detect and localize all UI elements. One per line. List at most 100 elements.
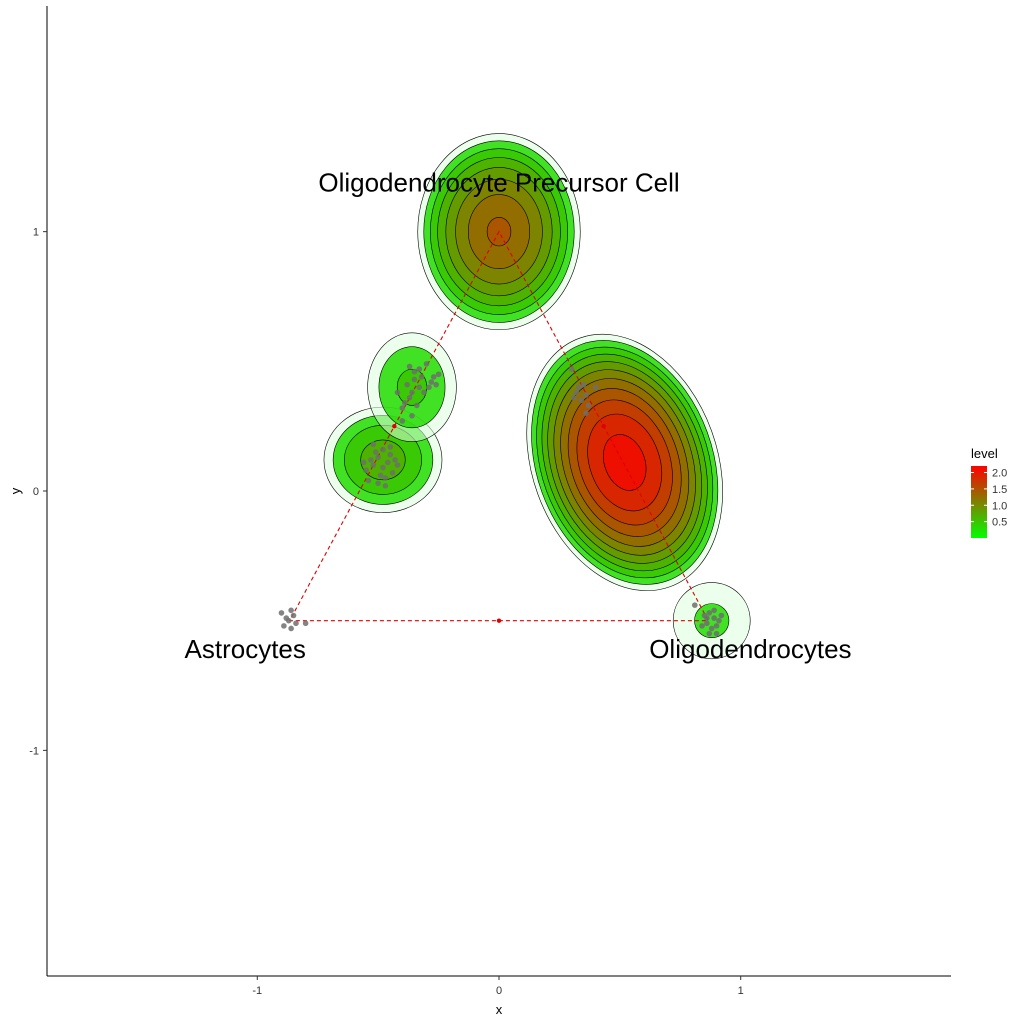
midpoint-marker	[392, 423, 397, 429]
midpoint-marker	[601, 423, 606, 429]
data-point	[385, 459, 391, 466]
data-point	[399, 418, 406, 424]
data-point	[368, 457, 374, 463]
density-peak-3	[526, 333, 723, 592]
data-point	[387, 451, 394, 458]
legend-tick-label: 1.5	[992, 484, 1007, 496]
data-point	[370, 441, 377, 448]
data-point	[418, 374, 425, 380]
data-point	[423, 361, 430, 367]
x-axis-title: x	[496, 1002, 503, 1017]
data-point	[372, 449, 379, 455]
data-point	[706, 630, 713, 637]
data-point	[416, 366, 423, 372]
contour-level	[603, 434, 647, 491]
data-point	[592, 384, 599, 391]
data-point	[411, 368, 418, 375]
data-point	[706, 610, 713, 616]
data-point	[409, 389, 415, 396]
data-point	[302, 620, 309, 627]
data-point	[711, 607, 717, 614]
data-point	[691, 602, 698, 608]
data-point	[293, 620, 299, 627]
data-point	[416, 384, 423, 391]
axes: -1 0 1 -1 0 1 x y	[8, 6, 951, 1017]
legend-tick-label: 1.0	[992, 500, 1007, 512]
y-tick-label: 1	[33, 227, 39, 239]
data-point	[435, 371, 442, 378]
data-point	[713, 630, 720, 637]
cell-type-label: Oligodendrocytes	[649, 634, 851, 664]
data-point	[401, 400, 408, 406]
y-tick-label: 0	[33, 486, 39, 498]
data-point	[389, 470, 396, 476]
data-point	[571, 394, 577, 401]
data-point	[716, 617, 722, 624]
data-point	[288, 607, 294, 614]
data-point	[411, 376, 418, 383]
data-point	[713, 623, 720, 629]
reference-triangle	[288, 230, 710, 623]
data-point	[409, 412, 415, 419]
annotations: Oligodendrocyte Precursor Cell Astrocytes…	[185, 167, 852, 664]
data-point	[578, 397, 584, 404]
data-point	[288, 625, 294, 632]
cell-points	[278, 361, 725, 637]
legend: level 0.5 1.0 1.5 2.0	[971, 446, 1007, 538]
legend-tick-label: 2.0	[992, 468, 1007, 480]
data-point	[704, 620, 710, 627]
data-point	[363, 467, 369, 474]
data-point	[382, 475, 389, 481]
density-contours	[323, 133, 751, 660]
data-point	[430, 374, 437, 380]
data-point	[573, 389, 580, 396]
density-peak-2	[367, 332, 457, 442]
data-point	[375, 480, 381, 487]
legend-tick-label: 0.5	[992, 517, 1007, 529]
data-point	[406, 394, 413, 401]
y-axis-title: y	[8, 487, 23, 494]
contour-level	[694, 603, 730, 639]
data-point	[699, 623, 705, 629]
data-point	[360, 459, 367, 466]
data-point	[414, 402, 420, 409]
data-point	[370, 462, 377, 468]
data-point	[421, 389, 427, 396]
data-point	[380, 446, 386, 453]
data-point	[580, 381, 587, 388]
data-point	[281, 623, 287, 629]
data-point	[278, 610, 285, 616]
data-point	[290, 612, 297, 619]
data-point	[433, 381, 439, 388]
data-point	[283, 615, 290, 621]
data-point	[382, 483, 389, 489]
data-point	[585, 402, 592, 409]
data-point	[711, 615, 717, 621]
legend-colorbar	[971, 466, 987, 538]
data-point	[387, 444, 394, 450]
data-point	[394, 389, 401, 396]
data-point	[568, 366, 575, 372]
midpoint-marker	[496, 618, 502, 623]
data-point	[394, 462, 401, 468]
data-point	[404, 381, 410, 388]
data-point	[392, 457, 398, 463]
data-point	[708, 625, 715, 632]
x-tick-label: -1	[252, 985, 262, 997]
data-point	[365, 477, 372, 484]
y-tick-label: -1	[29, 745, 39, 757]
data-point	[380, 464, 386, 471]
contour-level	[360, 439, 406, 481]
data-point	[718, 612, 725, 619]
cell-type-label: Oligodendrocyte Precursor Cell	[318, 167, 679, 197]
x-tick-label: 1	[738, 985, 744, 997]
cell-type-label: Astrocytes	[185, 634, 306, 664]
data-point	[399, 405, 406, 411]
data-point	[426, 384, 432, 391]
data-point	[575, 384, 582, 391]
data-point	[375, 454, 381, 461]
data-point	[428, 379, 435, 385]
data-point	[377, 472, 384, 479]
density-peak-4	[672, 582, 751, 660]
